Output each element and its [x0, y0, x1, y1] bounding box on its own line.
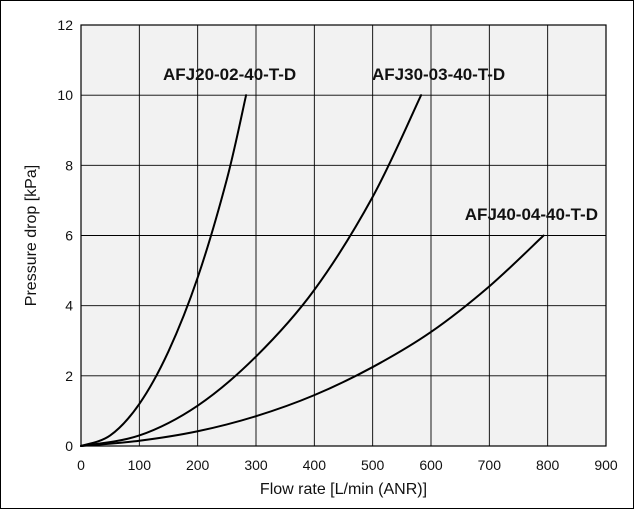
series-label-afj30: AFJ30-03-40-T-D: [372, 65, 505, 84]
y-tick-label: 8: [65, 157, 73, 173]
y-tick-label: 4: [65, 298, 73, 314]
x-tick-label: 0: [77, 457, 85, 473]
series-line-afj30: [80, 94, 423, 447]
x-tick-label: 200: [186, 457, 210, 473]
x-axis-label: Flow rate [L/min (ANR)]: [260, 481, 427, 498]
y-ticks: 0 2 4 6 8 10 12: [57, 17, 73, 454]
y-tick-label: 2: [65, 368, 73, 384]
x-tick-label: 800: [536, 457, 560, 473]
y-tick-label: 6: [65, 228, 73, 244]
y-tick-label: 0: [65, 438, 73, 454]
series-label-afj20: AFJ20-02-40-T-D: [163, 65, 296, 84]
series-label-afj40: AFJ40-04-40-T-D: [465, 205, 598, 224]
y-axis-label: Pressure drop [kPa]: [23, 165, 40, 306]
x-tick-label: 600: [419, 457, 443, 473]
x-tick-label: 700: [478, 457, 502, 473]
x-tick-label: 500: [361, 457, 385, 473]
x-tick-label: 900: [594, 457, 618, 473]
series-line-afj40: [80, 234, 545, 447]
y-tick-label: 12: [57, 17, 73, 33]
x-tick-label: 100: [128, 457, 152, 473]
y-tick-label: 10: [57, 87, 73, 103]
x-ticks: 0 100 200 300 400 500 600 700 800 900: [77, 457, 618, 473]
x-tick-label: 300: [244, 457, 268, 473]
series-line-afj20: [80, 94, 248, 447]
series: [80, 94, 545, 447]
x-tick-label: 400: [303, 457, 327, 473]
plot-border: [80, 24, 607, 447]
series-labels: AFJ20-02-40-T-D AFJ30-03-40-T-D AFJ40-04-4…: [163, 65, 598, 224]
